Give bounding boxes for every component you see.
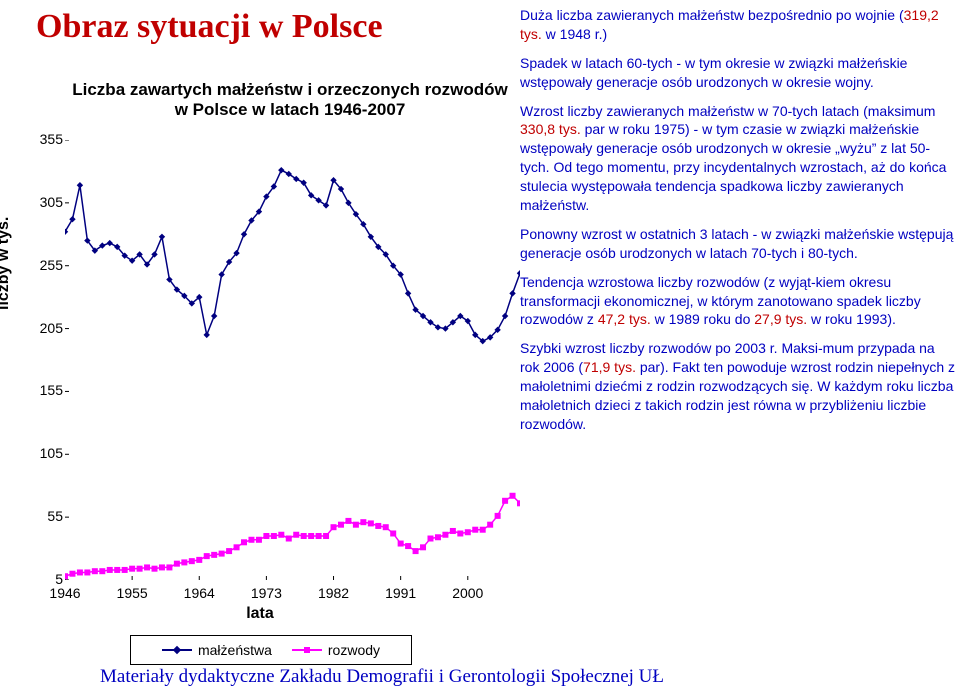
x-tick-label: 2000: [448, 585, 488, 601]
chart-legend: małżeństwa rozwody: [130, 635, 412, 665]
commentary-text: Duża liczba zawieranych małżeństw bezpoś…: [520, 6, 956, 444]
footer-text: Materiały dydaktyczne Zakładu Demografii…: [100, 666, 900, 688]
chart-plot-area: [65, 140, 520, 580]
chart-container: Liczba zawartych małżeństw i orzeczonych…: [10, 80, 520, 640]
commentary-paragraph: Spadek w latach 60-tych - w tym okresie …: [520, 54, 956, 92]
commentary-paragraph: Tendencja wzrostowa liczby rozwodów (z w…: [520, 273, 956, 330]
commentary-paragraph: Szybki wzrost liczby rozwodów po 2003 r.…: [520, 339, 956, 433]
x-tick-label: 1955: [112, 585, 152, 601]
commentary-paragraph: Ponowny wzrost w ostatnich 3 latach - w …: [520, 225, 956, 263]
legend-label: małżeństwa: [198, 642, 272, 658]
chart-title: Liczba zawartych małżeństw i orzeczonych…: [70, 80, 510, 120]
x-tick-label: 1964: [179, 585, 219, 601]
y-tick-label: 55: [28, 508, 63, 524]
y-tick-label: 205: [28, 320, 63, 336]
x-tick-label: 1982: [314, 585, 354, 601]
y-tick-label: 155: [28, 382, 63, 398]
legend-swatch-icon: [162, 649, 192, 651]
x-tick-label: 1946: [45, 585, 85, 601]
page-title: Obraz sytuacji w Polsce: [36, 8, 383, 46]
y-tick-label: 355: [28, 131, 63, 147]
x-tick-label: 1973: [246, 585, 286, 601]
y-tick-label: 105: [28, 445, 63, 461]
y-tick-label: 255: [28, 257, 63, 273]
legend-item-rozwody: rozwody: [292, 642, 380, 658]
y-axis-label: liczby w tys.: [0, 217, 13, 310]
y-tick-label: 305: [28, 194, 63, 210]
commentary-paragraph: Duża liczba zawieranych małżeństw bezpoś…: [520, 6, 956, 44]
legend-label: rozwody: [328, 642, 380, 658]
x-tick-label: 1991: [381, 585, 421, 601]
legend-swatch-icon: [292, 649, 322, 651]
commentary-paragraph: Wzrost liczby zawieranych małżeństw w 70…: [520, 102, 956, 215]
page: Obraz sytuacji w Polsce Liczba zawartych…: [0, 0, 960, 692]
legend-item-malzenstwa: małżeństwa: [162, 642, 272, 658]
x-axis-label: lata: [210, 605, 310, 623]
